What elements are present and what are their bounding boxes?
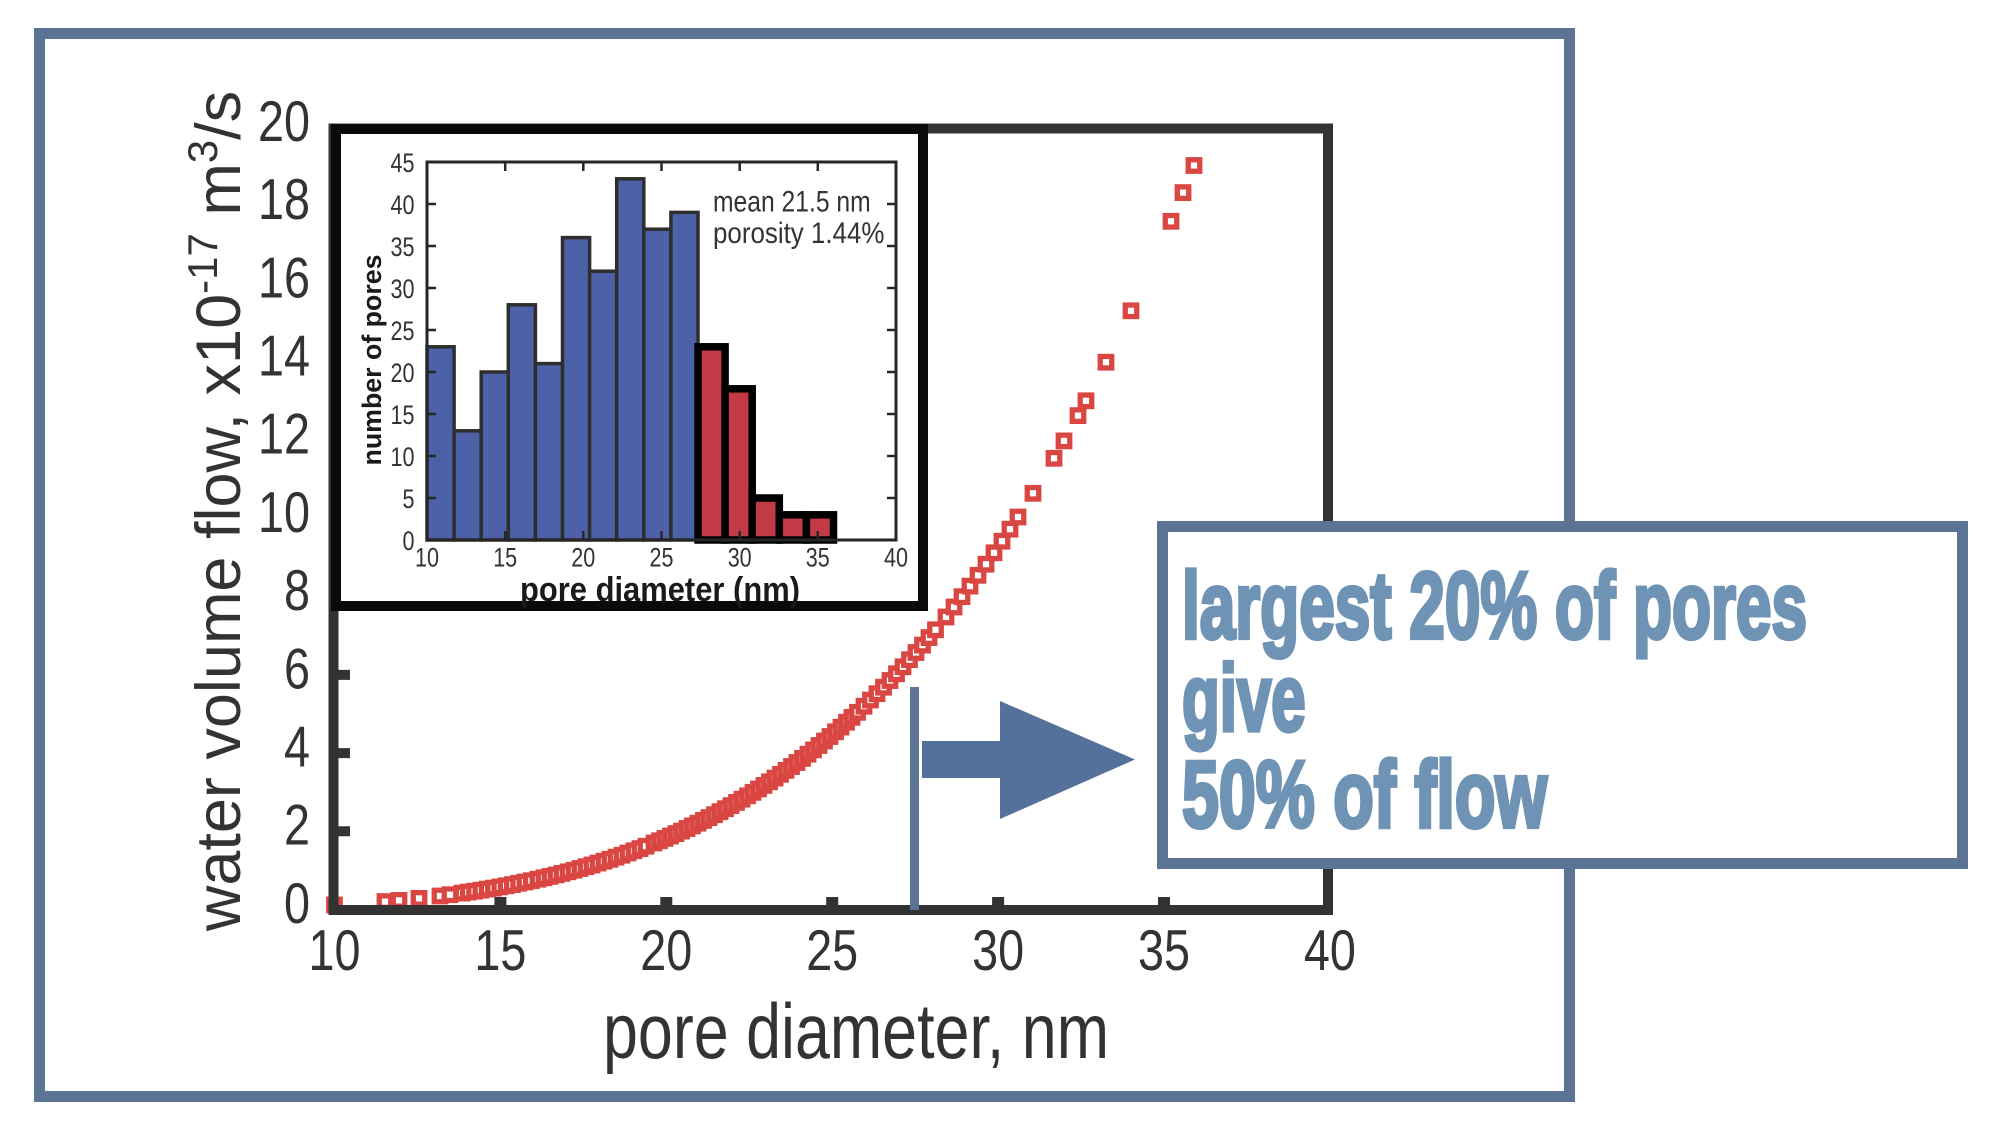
svg-text:10: 10	[258, 481, 310, 545]
svg-text:0: 0	[284, 872, 310, 936]
svg-text:35: 35	[391, 232, 415, 262]
svg-text:porosity 1.44%: porosity 1.44%	[713, 217, 884, 250]
svg-text:number of pores: number of pores	[357, 255, 387, 466]
svg-text:20: 20	[391, 358, 415, 388]
svg-text:25: 25	[806, 919, 858, 983]
svg-text:14: 14	[258, 325, 310, 389]
svg-text:largest 20% of pores: largest 20% of pores	[1182, 553, 1807, 659]
svg-text:15: 15	[474, 919, 526, 983]
svg-text:30: 30	[972, 919, 1024, 983]
svg-text:20: 20	[640, 919, 692, 983]
svg-text:40: 40	[884, 543, 908, 573]
svg-text:35: 35	[806, 543, 830, 573]
svg-text:4: 4	[284, 716, 310, 780]
svg-text:25: 25	[650, 543, 674, 573]
svg-text:12: 12	[258, 403, 310, 467]
svg-text:35: 35	[1138, 919, 1190, 983]
svg-text:10: 10	[415, 543, 439, 573]
svg-text:0: 0	[403, 526, 415, 556]
svg-text:mean 21.5 nm: mean 21.5 nm	[713, 186, 871, 219]
svg-text:water volume flow, x10-17 m3/s: water volume flow, x10-17 m3/s	[179, 91, 254, 932]
svg-text:6: 6	[284, 637, 310, 701]
svg-text:50% of flow: 50% of flow	[1182, 742, 1548, 848]
svg-text:pore diameter (nm): pore diameter (nm)	[520, 571, 800, 609]
svg-text:give: give	[1182, 646, 1306, 752]
svg-text:16: 16	[258, 246, 310, 310]
svg-text:40: 40	[1304, 919, 1356, 983]
svg-text:8: 8	[284, 559, 310, 623]
svg-text:pore diameter, nm: pore diameter, nm	[603, 987, 1109, 1075]
svg-text:20: 20	[571, 543, 595, 573]
svg-text:5: 5	[403, 484, 415, 514]
svg-text:45: 45	[391, 148, 415, 178]
svg-text:40: 40	[391, 190, 415, 220]
svg-text:15: 15	[493, 543, 517, 573]
svg-text:20: 20	[258, 90, 310, 154]
svg-text:30: 30	[391, 274, 415, 304]
svg-text:15: 15	[391, 400, 415, 430]
svg-text:10: 10	[391, 442, 415, 472]
svg-text:2: 2	[284, 794, 310, 858]
svg-text:25: 25	[391, 316, 415, 346]
svg-text:18: 18	[258, 168, 310, 232]
svg-text:10: 10	[309, 919, 361, 983]
svg-text:30: 30	[728, 543, 752, 573]
